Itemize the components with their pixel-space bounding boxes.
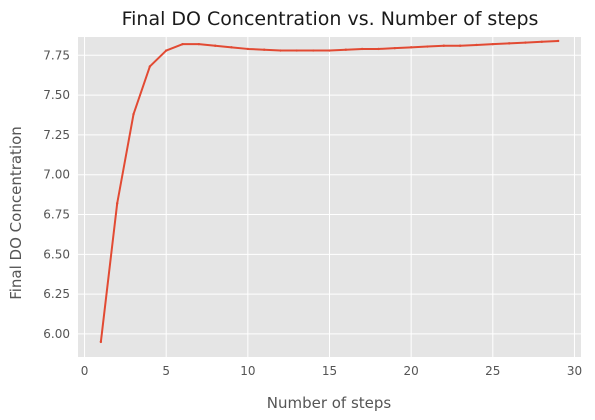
data-point bbox=[213, 44, 217, 47]
x-tick-label: 0 bbox=[81, 364, 89, 378]
data-point bbox=[197, 42, 201, 46]
data-point bbox=[115, 202, 119, 205]
data-point bbox=[230, 46, 233, 49]
data-point bbox=[164, 49, 168, 52]
x-tick-label: 30 bbox=[567, 364, 582, 378]
x-tick-label: 20 bbox=[404, 364, 419, 378]
data-point bbox=[344, 48, 348, 51]
y-tick-label: 7.25 bbox=[43, 128, 70, 142]
data-point bbox=[132, 113, 135, 116]
data-point bbox=[458, 44, 462, 47]
data-point bbox=[475, 43, 478, 47]
y-tick-label: 7.00 bbox=[43, 168, 70, 182]
y-tick-label: 7.50 bbox=[43, 88, 70, 102]
series-layer bbox=[99, 39, 560, 344]
data-point bbox=[99, 340, 103, 344]
data-point bbox=[409, 46, 413, 49]
data-point bbox=[393, 46, 397, 50]
x-tick-label: 10 bbox=[240, 364, 255, 378]
y-tick-label: 6.25 bbox=[43, 287, 70, 301]
data-point bbox=[540, 40, 544, 43]
data-point bbox=[426, 45, 429, 48]
data-point bbox=[148, 65, 152, 68]
data-point bbox=[328, 49, 331, 52]
data-point bbox=[360, 47, 364, 51]
y-tick-label: 7.75 bbox=[43, 48, 70, 62]
chart-title: Final DO Concentration vs. Number of ste… bbox=[122, 8, 539, 30]
data-point bbox=[442, 44, 446, 47]
data-point bbox=[556, 39, 560, 43]
data-point bbox=[246, 47, 250, 51]
y-tick-label: 6.50 bbox=[43, 247, 70, 261]
y-tick-label: 6.00 bbox=[43, 327, 70, 341]
x-tick-label: 25 bbox=[485, 364, 500, 378]
x-axis-label: Number of steps bbox=[267, 394, 392, 412]
data-point bbox=[377, 47, 380, 51]
data-point bbox=[295, 49, 299, 52]
data-point bbox=[311, 49, 315, 52]
y-tick-label: 6.75 bbox=[43, 208, 70, 222]
x-tick-label: 15 bbox=[322, 364, 337, 378]
y-axis-label: Final DO Concentration bbox=[7, 126, 25, 300]
data-point bbox=[507, 42, 511, 45]
data-point bbox=[491, 42, 495, 46]
x-tick-label: 5 bbox=[162, 364, 170, 378]
data-point bbox=[181, 42, 184, 46]
grid-lines bbox=[78, 37, 581, 357]
data-point bbox=[279, 49, 282, 52]
data-point bbox=[524, 41, 527, 44]
tick-labels: 0 5 10 15 20 25 30 6.00 6.25 6.50 6.75 7.00 7.25 7.50… bbox=[43, 48, 582, 378]
data-point bbox=[262, 48, 266, 51]
